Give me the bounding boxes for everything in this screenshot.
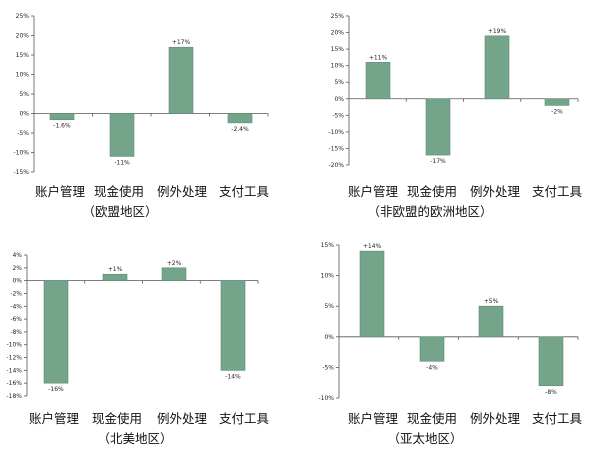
y-tick-label: 10%: [331, 63, 345, 70]
y-tick-label: 25%: [331, 13, 345, 20]
data-label: +1%: [108, 266, 123, 273]
data-label: -16%: [48, 386, 64, 393]
category-label: 账户管理: [348, 184, 399, 199]
bar-3: [478, 305, 504, 338]
y-tick-label: 25%: [16, 13, 30, 20]
category-label: 例外处理: [470, 411, 521, 426]
y-tick-label: 10%: [16, 72, 30, 79]
category-label: 现金使用: [92, 411, 142, 426]
y-tick-label: -2%: [10, 290, 22, 297]
y-tick-label: -10%: [6, 342, 22, 349]
bar-1: [365, 62, 391, 100]
bar-2: [419, 336, 445, 362]
y-tick-label: 5%: [324, 303, 334, 310]
y-tick-label: -15%: [13, 169, 29, 176]
region-label: （欧盟地区）: [82, 204, 157, 219]
bar-4: [227, 113, 253, 124]
data-label: -1.6%: [53, 123, 71, 130]
data-label: +11%: [369, 54, 388, 61]
bar-1: [359, 250, 385, 338]
y-tick-label: -8%: [10, 329, 22, 336]
category-label: 现金使用: [407, 184, 457, 199]
region-label: （非欧盟的欧洲地区）: [367, 204, 492, 219]
y-tick-label: -5%: [332, 112, 344, 119]
data-label: -11%: [114, 159, 130, 166]
data-label: +14%: [363, 243, 382, 250]
y-tick-label: -20%: [328, 162, 344, 169]
bar-4: [220, 280, 246, 371]
y-tick-label: 5%: [334, 79, 344, 86]
y-tick-label: 5%: [19, 91, 29, 98]
chart-panel-4: 15% 10% 5% 0% -5% -10% +14% -4% +5% -8% 账户管理 现金使用 例外…: [318, 242, 582, 446]
bar-3: [161, 267, 187, 281]
data-label: +19%: [488, 28, 507, 35]
y-tick-label: -14%: [6, 367, 22, 374]
chart-panel-3: 4% 2% 0% -2% -4% -6% -8% -10% -12% -14% -16% -18% -1…: [6, 252, 269, 446]
y-tick-label: 10%: [321, 273, 335, 280]
y-tick-label: -16%: [6, 380, 22, 387]
bar-2: [102, 273, 128, 281]
category-label: 例外处理: [157, 411, 208, 426]
y-tick-label: 0%: [324, 334, 334, 341]
category-label: 现金使用: [407, 411, 457, 426]
y-tick-label: 0%: [12, 278, 22, 285]
y-tick-label: -5%: [17, 130, 29, 137]
category-label: 支付工具: [219, 184, 270, 199]
y-tick-label: 15%: [331, 46, 345, 53]
y-tick-label: 0%: [19, 111, 29, 118]
data-label: -14%: [225, 373, 241, 380]
category-label: 例外处理: [157, 184, 208, 199]
y-tick-label: -4%: [10, 303, 22, 310]
y-tick-label: 2%: [12, 265, 22, 272]
bar-2: [109, 113, 135, 157]
y-tick-label: 20%: [331, 30, 345, 37]
data-label: -2%: [551, 108, 563, 115]
y-tick-label: -10%: [318, 395, 334, 402]
data-label: -17%: [430, 158, 446, 165]
bar-3: [484, 35, 510, 100]
bar-1: [49, 113, 75, 121]
y-tick-label: 20%: [16, 33, 30, 40]
data-label: -2.4%: [231, 126, 249, 133]
y-tick-label: 4%: [12, 252, 22, 259]
y-tick-label: -18%: [6, 393, 22, 400]
y-tick-label: -15%: [328, 145, 344, 152]
category-label: 支付工具: [532, 184, 583, 199]
category-label: 账户管理: [29, 411, 80, 426]
data-label: -4%: [426, 364, 438, 371]
chart-panel-2: 25% 20% 15% 10% 5% 0% -5% -10% -15% -20% +11% -17% +…: [328, 13, 582, 219]
bar-3: [168, 46, 194, 114]
y-tick-label: -10%: [13, 150, 29, 157]
chart-panel-1: 25% 20% 15% 10% 5% 0% -5% -10% -15% -1.6% -11% +17%…: [13, 13, 269, 219]
bar-2: [425, 98, 451, 156]
y-tick-label: -6%: [10, 316, 22, 323]
category-label: 支付工具: [219, 411, 270, 426]
data-label: +17%: [172, 39, 191, 46]
data-label: +2%: [167, 260, 182, 267]
y-tick-label: 15%: [321, 242, 335, 249]
y-tick-label: -12%: [6, 355, 22, 362]
bar-4: [538, 336, 564, 387]
category-label: 账户管理: [348, 411, 399, 426]
bar-4: [544, 98, 570, 106]
bar-1: [43, 280, 69, 384]
category-label: 支付工具: [532, 411, 583, 426]
data-label: -8%: [545, 389, 557, 396]
category-label: 账户管理: [35, 184, 86, 199]
y-tick-label: 0%: [334, 96, 344, 103]
y-tick-label: 15%: [16, 52, 30, 59]
region-label: （北美地区）: [97, 431, 172, 446]
y-tick-label: -10%: [328, 129, 344, 136]
category-label: 例外处理: [470, 184, 521, 199]
region-label: （亚太地区）: [387, 431, 462, 446]
y-tick-label: -5%: [322, 364, 334, 371]
category-label: 现金使用: [94, 184, 144, 199]
data-label: +5%: [484, 298, 499, 305]
